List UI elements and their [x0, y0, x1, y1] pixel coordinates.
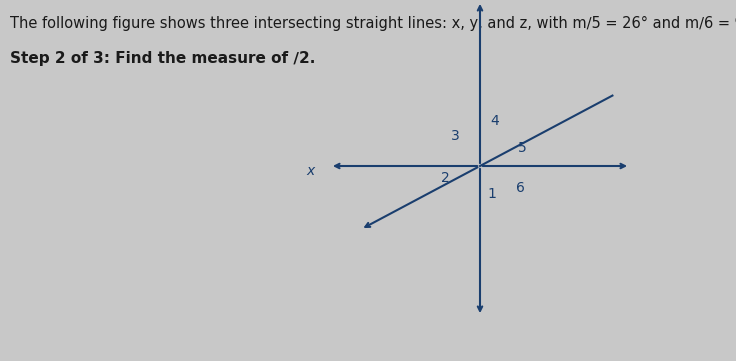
- Text: 6: 6: [515, 181, 525, 195]
- Text: 3: 3: [450, 129, 459, 143]
- Text: 5: 5: [517, 141, 526, 155]
- Text: x: x: [306, 164, 314, 178]
- Text: 2: 2: [441, 171, 450, 185]
- Text: 4: 4: [491, 114, 499, 128]
- Text: 1: 1: [487, 187, 497, 201]
- Text: The following figure shows three intersecting straight lines: x, y, and z, with : The following figure shows three interse…: [10, 16, 736, 31]
- Text: y: y: [0, 360, 1, 361]
- Text: Step 2 of 3: Find the measure of ∕2.: Step 2 of 3: Find the measure of ∕2.: [10, 51, 315, 66]
